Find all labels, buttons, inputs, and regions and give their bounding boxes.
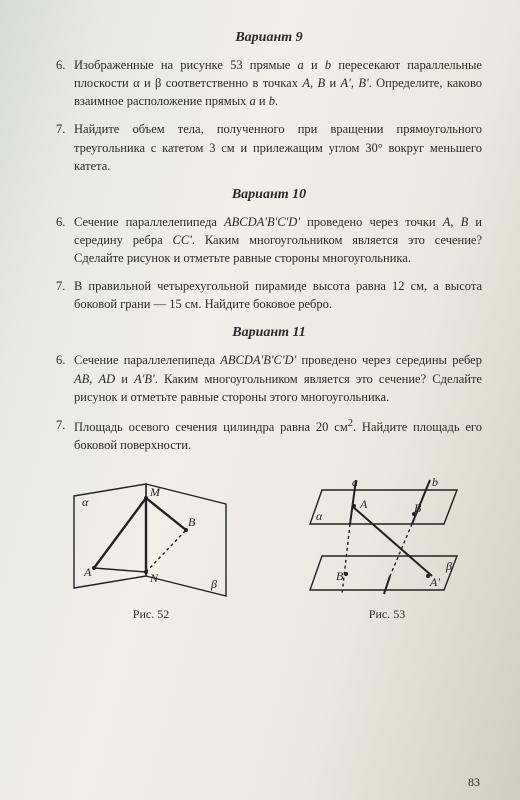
problem-text: В правильной четырехугольной пирамиде вы… [74, 277, 482, 313]
label-beta: β [210, 577, 217, 591]
problem-text: Площадь осевого сечения цилиндра равна 2… [74, 416, 482, 454]
figure-52-caption: Рис. 52 [133, 607, 169, 622]
problem-number: 7. [56, 416, 74, 454]
problem-text: Найдите объем тела, полученного при вращ… [74, 120, 482, 174]
problem-number: 6. [56, 56, 74, 110]
problem-9-7: 7. Найдите объем тела, полученного при в… [56, 120, 482, 174]
figure-53-caption: Рис. 53 [369, 607, 405, 622]
label-B: B [188, 515, 196, 529]
label-alpha: α [82, 495, 89, 509]
label-beta: β [445, 559, 452, 573]
label-alpha: α [316, 509, 323, 523]
label-b: b [432, 476, 438, 489]
variant-9-title: Вариант 9 [56, 30, 482, 46]
problem-11-6: 6. Сечение параллелепипеда ABCDA'B'C'D' … [56, 351, 482, 405]
problem-9-6: 6. Изображенные на рисунке 53 прямые a и… [56, 56, 482, 110]
label-A: A [359, 497, 368, 511]
figure-53: α β a b A B A' B' Рис. 53 [302, 476, 472, 622]
problem-number: 6. [56, 213, 74, 267]
label-M: M [149, 485, 161, 499]
problem-number: 7. [56, 277, 74, 313]
label-a: a [352, 476, 358, 489]
label-Ap: A' [429, 575, 440, 589]
problem-text: Сечение параллелепипеда ABCDA'B'C'D' про… [74, 351, 482, 405]
figure-52-svg: α β M N A B [66, 476, 236, 601]
problem-10-7: 7. В правильной четырехугольной пирамиде… [56, 277, 482, 313]
label-Bp: B' [336, 569, 346, 583]
problem-10-6: 6. Сечение параллелепипеда ABCDA'B'C'D' … [56, 213, 482, 267]
figure-52: α β M N A B Рис. 52 [66, 476, 236, 622]
problem-11-7: 7. Площадь осевого сечения цилиндра равн… [56, 416, 482, 454]
problem-text: Изображенные на рисунке 53 прямые a и b … [74, 56, 482, 110]
page: Вариант 9 6. Изображенные на рисунке 53 … [0, 0, 520, 632]
page-number: 83 [468, 775, 480, 790]
label-N: N [149, 571, 159, 585]
figures-row: α β M N A B Рис. 52 [56, 476, 482, 622]
variant-11-title: Вариант 11 [56, 325, 482, 341]
label-A: A [83, 565, 92, 579]
problem-number: 6. [56, 351, 74, 405]
problem-text: Сечение параллелепипеда ABCDA'B'C'D' про… [74, 213, 482, 267]
figure-53-svg: α β a b A B A' B' [302, 476, 472, 601]
variant-10-title: Вариант 10 [56, 187, 482, 203]
problem-number: 7. [56, 120, 74, 174]
